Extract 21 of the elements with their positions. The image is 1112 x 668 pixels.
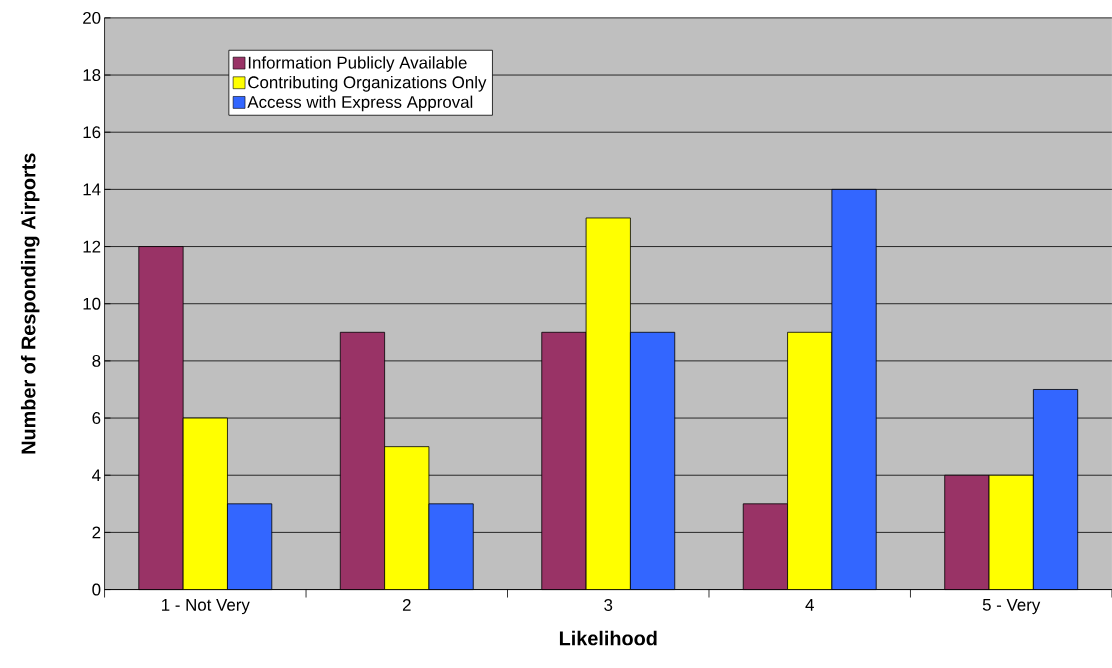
y-tick-label: 12 — [83, 240, 101, 253]
x-axis-title: Likelihood — [559, 630, 657, 646]
y-tick-label: 2 — [92, 526, 101, 539]
x-tick-label: 2 — [402, 599, 411, 611]
y-tick-label: 4 — [92, 469, 101, 482]
y-tick-label: 10 — [83, 297, 101, 310]
y-tick-label: 14 — [83, 183, 101, 196]
legend-label: Contributing Organizations Only — [248, 75, 487, 92]
y-tick-label: 18 — [83, 69, 101, 82]
x-tick-label: 5 - Very — [982, 599, 1041, 615]
y-tick-label: 8 — [92, 354, 101, 367]
y-axis-title: Number of Responding Airports — [20, 153, 40, 454]
legend-label: Information Publicly Available — [248, 56, 467, 72]
x-tick-label: 3 — [604, 599, 613, 611]
y-tick-label: 0 — [92, 583, 101, 596]
legend-label: Access with Express Approval — [247, 95, 473, 112]
x-tick-label: 1 - Not Very — [162, 599, 250, 615]
y-tick-label: 20 — [83, 11, 101, 24]
y-tick-label: 16 — [83, 126, 101, 139]
x-tick-label: 4 — [805, 599, 814, 611]
y-tick-label: 6 — [92, 412, 101, 425]
